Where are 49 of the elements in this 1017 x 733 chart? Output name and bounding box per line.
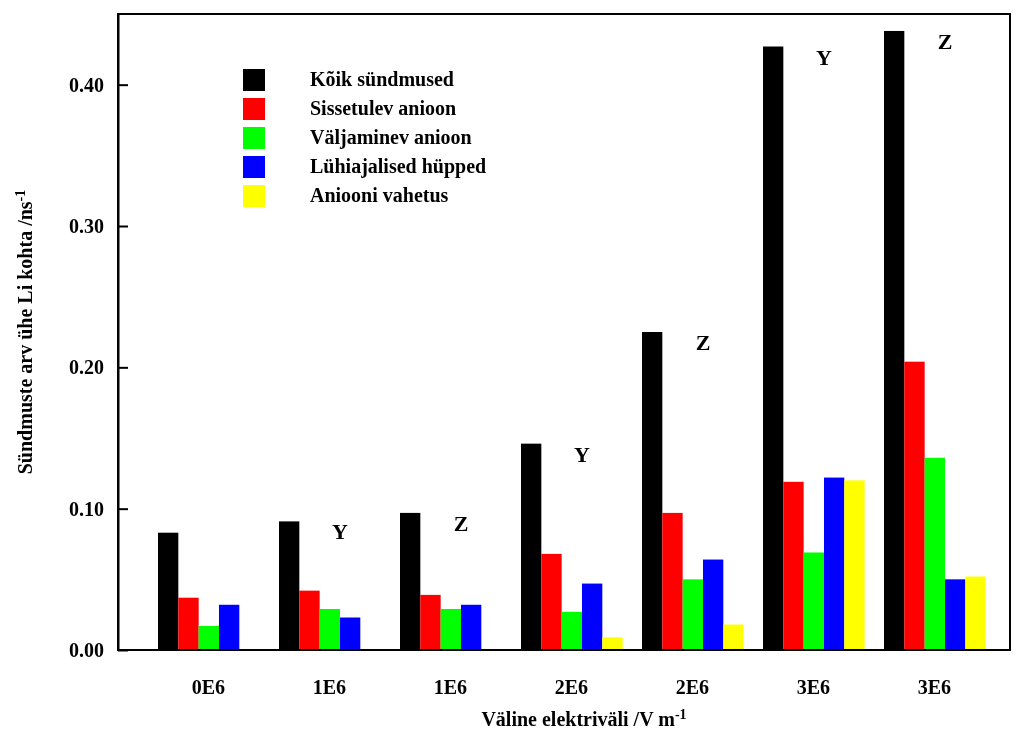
bar xyxy=(440,609,461,650)
bar xyxy=(682,579,703,650)
annotation: Y xyxy=(574,441,591,467)
y-tick-label: 0.40 xyxy=(69,73,104,96)
annotation: Z xyxy=(695,330,711,355)
legend-label: Kõik sündmused xyxy=(310,68,454,90)
bar xyxy=(844,480,865,650)
bar xyxy=(339,617,361,650)
bar xyxy=(198,625,219,650)
bar xyxy=(581,583,603,650)
x-tick-label: 3E6 xyxy=(917,676,952,699)
bar xyxy=(602,637,623,650)
x-tick-label: 2E6 xyxy=(554,676,589,699)
bar xyxy=(723,624,744,650)
y-tick-label: 0.30 xyxy=(69,214,104,237)
x-tick-label: 2E6 xyxy=(675,676,710,699)
annotation: Z xyxy=(937,28,953,54)
bar xyxy=(299,590,320,650)
bar xyxy=(178,597,199,650)
bar xyxy=(218,604,240,650)
bar xyxy=(803,552,824,650)
legend-label: Sissetulev anioon xyxy=(310,97,457,119)
annotation: Y xyxy=(332,519,349,545)
annotation: Y xyxy=(816,44,833,70)
x-tick-label: 3E6 xyxy=(796,676,831,699)
legend-label: Väljaminev anioon xyxy=(310,126,472,149)
y-tick-label: 0.00 xyxy=(69,638,104,661)
bar xyxy=(783,481,804,650)
annotation: Z xyxy=(453,510,469,536)
bar xyxy=(904,361,925,650)
x-axis-title: Väline elektriväli /V m$^{-1}$ xyxy=(481,706,687,730)
y-tick-label: 0.10 xyxy=(69,497,104,520)
x-tick-label: 0E6 xyxy=(191,676,226,699)
legend-label: Lühiajalised hüpped xyxy=(310,155,487,178)
bar xyxy=(561,611,582,650)
x-tick-label: 1E6 xyxy=(433,676,468,699)
bar xyxy=(420,594,441,650)
bar xyxy=(944,579,966,650)
bar xyxy=(319,609,340,650)
x-tick-label: 1E6 xyxy=(312,676,347,699)
y-tick-label: 0.20 xyxy=(69,356,104,379)
bar xyxy=(924,457,945,650)
bar xyxy=(662,512,683,650)
legend-label: Aniooni vahetus xyxy=(310,184,449,206)
bar xyxy=(460,604,482,650)
bar xyxy=(823,477,845,650)
bar xyxy=(541,553,562,650)
bar xyxy=(702,559,724,650)
bar xyxy=(965,576,986,650)
